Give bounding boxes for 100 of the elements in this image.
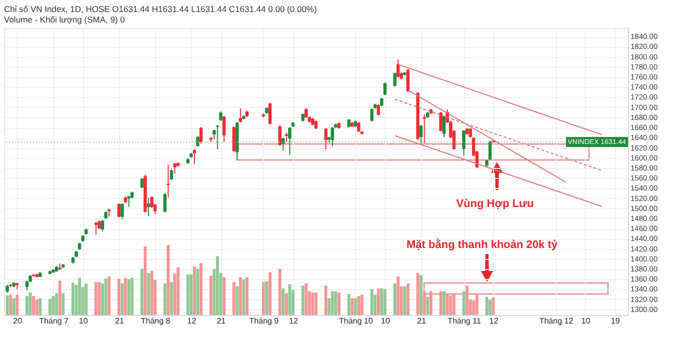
bar (330, 291, 334, 315)
bar (376, 288, 380, 315)
bar (350, 298, 354, 315)
bar (370, 289, 374, 315)
bar (380, 288, 384, 315)
candlestick (370, 108, 374, 122)
x-tick-label: Tháng 11 (448, 316, 482, 326)
candlestick (396, 58, 400, 78)
candlestick (468, 128, 472, 138)
bar (422, 291, 426, 315)
candlestick (100, 220, 104, 232)
bar (442, 291, 446, 315)
candlestick (94, 222, 98, 236)
bar (62, 293, 65, 315)
candlestick (422, 114, 426, 144)
bar (55, 293, 58, 315)
bar (72, 282, 74, 315)
bar (429, 291, 432, 315)
bar (186, 274, 190, 315)
bar (140, 268, 144, 315)
bar (163, 284, 166, 315)
bar (354, 298, 357, 315)
bar (239, 277, 242, 315)
bar (170, 282, 173, 315)
bar (200, 263, 203, 315)
chart-title: Chỉ số VN Index, 1D, HOSE O1631.44 H1631.44 L1631.44 C1631.44 0.00 (0.00%) (4, 4, 317, 14)
x-tick-label: 21 (114, 316, 124, 326)
bar (9, 294, 12, 315)
x-tick-label: Tháng 8 (140, 316, 171, 326)
bar (268, 272, 272, 315)
bar (78, 278, 81, 315)
x-tick-label: 21 (417, 316, 427, 326)
bar (314, 292, 318, 315)
bar (282, 288, 285, 315)
candlestick (163, 192, 167, 213)
bar (452, 294, 456, 315)
x-tick-label: 10 (581, 316, 591, 326)
candlestick (146, 197, 150, 216)
bar (84, 284, 88, 315)
candlestick (488, 140, 492, 160)
bar (338, 292, 340, 315)
bar (246, 277, 248, 315)
candlestick (357, 121, 360, 133)
candlestick (330, 126, 334, 147)
candlestick (196, 136, 200, 148)
bar (124, 278, 127, 315)
bar (48, 298, 52, 315)
bar (466, 286, 469, 315)
bar (130, 278, 134, 315)
bar (475, 294, 478, 315)
bar (222, 277, 226, 315)
bar (284, 293, 288, 315)
x-tick-label: 20 (13, 316, 23, 326)
x-tick-label: 12 (489, 316, 499, 326)
bar (232, 282, 236, 315)
x-tick-label: 10 (78, 316, 88, 326)
candlestick (406, 68, 410, 93)
bar (420, 275, 423, 315)
x-tick-label: Tháng 10 (339, 316, 374, 326)
candlestick (140, 178, 144, 189)
annotation: Mặt bằng thanh khoản 20k tỷ (406, 239, 558, 251)
candlestick (173, 162, 176, 174)
candlestick (170, 168, 174, 181)
candlestick (284, 132, 288, 142)
candlestick (127, 195, 130, 208)
bar (104, 278, 108, 315)
bar (360, 294, 364, 315)
candlestick (288, 126, 292, 156)
bar (216, 256, 219, 315)
candlestick (166, 164, 170, 198)
candlestick (219, 110, 222, 122)
bar (492, 298, 495, 315)
bar (209, 276, 212, 315)
candlestick (120, 202, 124, 220)
annotation: Vùng Hợp Lưu (456, 198, 534, 210)
candlestick (419, 124, 423, 146)
bar (304, 284, 308, 315)
bar (147, 273, 150, 315)
bar (16, 294, 19, 315)
candlestick (232, 126, 236, 152)
candlestick (117, 202, 121, 218)
bar (416, 273, 420, 315)
candlestick (278, 125, 282, 146)
bar (439, 291, 442, 315)
x-tick-label: 21 (216, 316, 226, 326)
x-tick-label: 12 (187, 316, 197, 326)
bar (446, 294, 449, 315)
bar (357, 296, 360, 315)
bar (108, 276, 111, 315)
x-tick-label: Tháng 9 (249, 316, 280, 326)
candlestick (304, 108, 308, 118)
bar (403, 286, 406, 315)
bar (12, 298, 16, 315)
bar (94, 282, 98, 315)
bar (393, 284, 396, 315)
bar (262, 282, 265, 315)
bar (347, 294, 350, 315)
bar (278, 268, 282, 315)
x-tick-label: 12 (289, 316, 299, 326)
bar (426, 296, 430, 315)
